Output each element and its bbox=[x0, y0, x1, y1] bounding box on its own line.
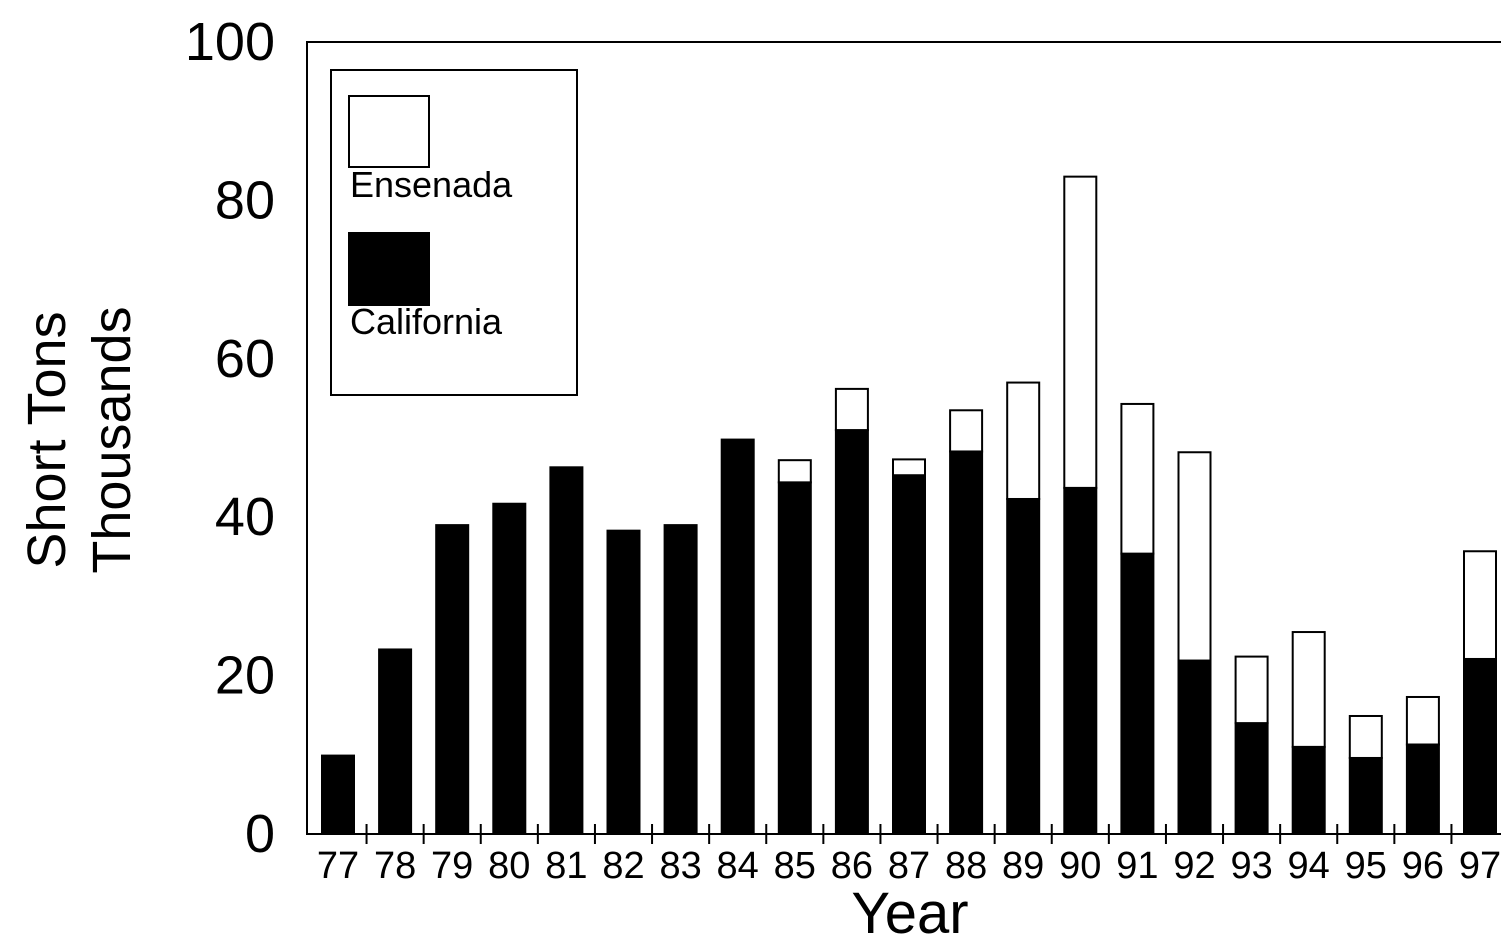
y-axis-title: Short Tons Thousands bbox=[17, 306, 142, 573]
x-tick-label: 90 bbox=[1059, 845, 1101, 887]
bar-ensenada-94 bbox=[1291, 631, 1326, 748]
x-tick-label: 80 bbox=[488, 845, 530, 887]
bar-california-91 bbox=[1120, 552, 1155, 836]
legend-swatch-california bbox=[348, 232, 430, 306]
y-axis-title-line-1: Short Tons bbox=[17, 311, 77, 568]
x-axis-title: Year bbox=[851, 881, 968, 939]
x-tick-label: 97 bbox=[1459, 845, 1501, 887]
y-tick-label: 20 bbox=[215, 646, 275, 706]
x-tick-label: 85 bbox=[774, 845, 816, 887]
legend: Ensenada California bbox=[330, 69, 578, 396]
legend-swatch-ensenada bbox=[348, 95, 430, 168]
x-tick-label: 84 bbox=[717, 845, 759, 887]
bar-ensenada-92 bbox=[1177, 451, 1212, 662]
y-tick-label: 60 bbox=[215, 329, 275, 389]
x-tick-label: 91 bbox=[1116, 845, 1158, 887]
bar-ensenada-95 bbox=[1348, 714, 1383, 759]
x-tick-label: 83 bbox=[659, 845, 701, 887]
bar-california-84 bbox=[720, 438, 755, 835]
x-tick-label: 82 bbox=[602, 845, 644, 887]
bar-california-78 bbox=[378, 648, 413, 835]
bar-california-79 bbox=[435, 524, 470, 835]
x-tick-label: 87 bbox=[888, 845, 930, 887]
bar-california-85 bbox=[777, 481, 812, 835]
bar-california-96 bbox=[1405, 743, 1440, 836]
x-tick-label: 88 bbox=[945, 845, 987, 887]
x-tick-label: 81 bbox=[545, 845, 587, 887]
x-tick-label: 89 bbox=[1002, 845, 1044, 887]
bar-california-88 bbox=[949, 450, 984, 835]
x-axis: 77 78 79 80 81 82 83 84 85 86 87 88 89 90 91 92 93 94 95 96… bbox=[317, 824, 1501, 887]
y-tick-label: 100 bbox=[185, 12, 275, 72]
bar-california-81 bbox=[549, 466, 584, 835]
bar-california-77 bbox=[321, 754, 355, 835]
y-tick-label: 80 bbox=[215, 170, 275, 230]
y-tick-label: 0 bbox=[245, 804, 275, 864]
bar-california-86 bbox=[834, 429, 869, 835]
bar-ensenada-87 bbox=[892, 458, 926, 477]
x-tick-label: 77 bbox=[317, 845, 359, 887]
bar-california-83 bbox=[663, 524, 698, 835]
bar-california-93 bbox=[1234, 722, 1269, 835]
bar-california-90 bbox=[1063, 486, 1098, 835]
y-tick-label: 40 bbox=[215, 487, 275, 547]
x-tick-label: 78 bbox=[374, 845, 416, 887]
bar-ensenada-96 bbox=[1405, 695, 1440, 746]
bar-ensenada-93 bbox=[1234, 655, 1269, 725]
bar-california-89 bbox=[1006, 497, 1041, 835]
bar-ensenada-89 bbox=[1006, 381, 1041, 500]
bar-california-94 bbox=[1291, 745, 1326, 836]
bar-ensenada-91 bbox=[1120, 402, 1155, 555]
x-tick-label: 86 bbox=[831, 845, 873, 887]
bar-california-92 bbox=[1177, 659, 1212, 835]
legend-label-california: California bbox=[350, 301, 503, 342]
bar-california-97 bbox=[1463, 657, 1497, 836]
bar-ensenada-86 bbox=[834, 387, 869, 432]
bar-california-82 bbox=[606, 529, 641, 835]
bar-california-80 bbox=[492, 502, 527, 835]
x-tick-label: 92 bbox=[1173, 845, 1215, 887]
bars bbox=[321, 175, 1497, 836]
y-axis-title-line-2: Thousands bbox=[82, 306, 142, 573]
x-tick-label: 96 bbox=[1402, 845, 1444, 887]
bar-ensenada-97 bbox=[1463, 550, 1497, 660]
x-tick-label: 93 bbox=[1230, 845, 1272, 887]
bar-ensenada-88 bbox=[949, 409, 984, 453]
x-tick-label: 79 bbox=[431, 845, 473, 887]
legend-label-ensenada: Ensenada bbox=[350, 164, 513, 205]
y-axis: 0 20 40 60 80 100 bbox=[185, 12, 275, 864]
bar-california-87 bbox=[892, 474, 926, 835]
bar-ensenada-85 bbox=[777, 459, 812, 484]
bar-california-95 bbox=[1348, 756, 1383, 836]
x-tick-label: 94 bbox=[1288, 845, 1330, 887]
bar-ensenada-90 bbox=[1063, 175, 1098, 489]
x-tick-label: 95 bbox=[1345, 845, 1387, 887]
